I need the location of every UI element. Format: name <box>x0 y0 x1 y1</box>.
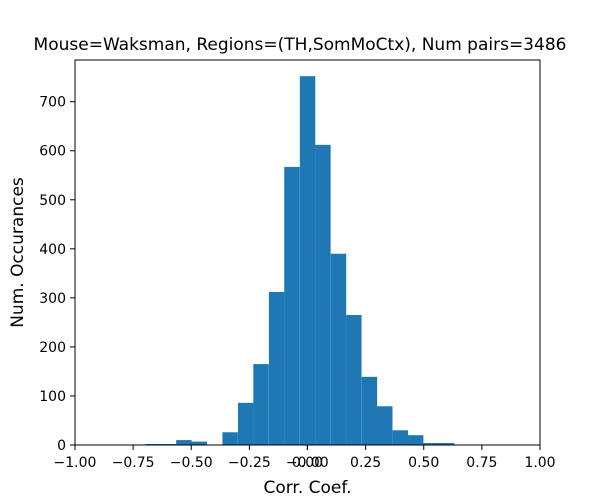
x-tick-label: −0.50 <box>170 455 213 471</box>
histogram-bar <box>423 443 439 445</box>
histogram-bar <box>253 364 269 445</box>
x-tick-label: −0.25 <box>228 455 271 471</box>
histogram-bar <box>407 435 424 445</box>
y-tick-label: 300 <box>39 291 66 307</box>
y-tick-label: 200 <box>39 340 66 356</box>
histogram-bar <box>438 443 455 445</box>
x-tick-label: 0.75 <box>466 455 497 471</box>
x-axis-label: Corr. Coef. <box>263 478 351 498</box>
histogram-bar <box>346 315 362 445</box>
histogram-bar <box>361 376 378 445</box>
x-axis-ticks: −1.00 −0.75 −0.50 −0.25 −0.000.00 0.25 0.50 0.7… <box>54 445 556 471</box>
y-axis-label: Num. Occurances <box>8 177 28 328</box>
histogram-bar <box>268 291 285 445</box>
plot-frame <box>74 59 541 446</box>
y-axis-ticks: 0 100 200 300 400 500 600 700 <box>39 95 75 454</box>
y-tick-label: 400 <box>39 242 66 258</box>
histogram-bar <box>330 253 347 445</box>
x-tick-label: −1.00 <box>54 455 97 471</box>
bars-group <box>145 76 455 446</box>
histogram-bar <box>377 406 393 445</box>
y-tick-label: 0 <box>57 438 66 454</box>
x-tick-label: 0.00 <box>292 455 323 471</box>
chart-title: Mouse=Waksman, Regions=(TH,SomMoCtx), Nu… <box>34 35 567 55</box>
histogram-bar <box>237 402 254 445</box>
x-tick-label: 0.50 <box>408 455 439 471</box>
y-tick-label: 100 <box>39 389 66 405</box>
x-tick-label: 1.00 <box>524 455 555 471</box>
histogram-bar <box>222 432 238 445</box>
histogram-bar <box>176 440 192 445</box>
histogram-bar <box>315 144 331 445</box>
histogram-bar <box>191 441 207 445</box>
histogram-bar <box>299 76 316 446</box>
y-tick-label: 500 <box>39 193 66 209</box>
y-tick-label: 600 <box>39 144 66 160</box>
histogram-bar <box>392 430 409 445</box>
histogram-bar <box>284 166 300 446</box>
x-tick-label: 0.25 <box>350 455 381 471</box>
y-tick-label: 700 <box>39 95 66 111</box>
x-tick-label: −0.75 <box>112 455 155 471</box>
x-tick-label: −0.00 <box>286 455 329 471</box>
